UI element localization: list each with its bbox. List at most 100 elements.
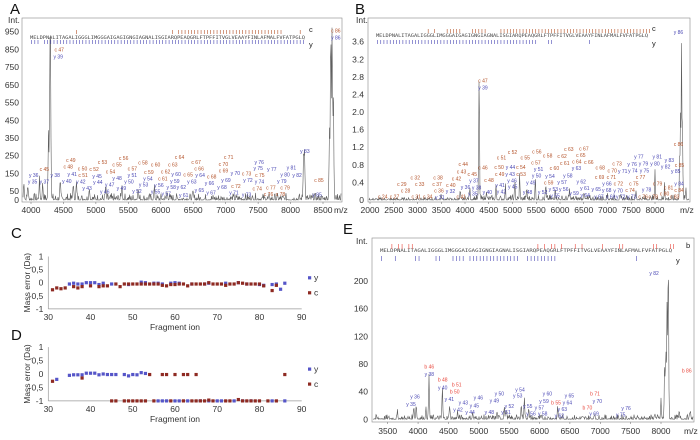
peak-annotation-y: y 39 <box>54 54 64 60</box>
peak-annotation-y: y 72 <box>243 178 253 184</box>
peak-annotation-c: c 64 <box>572 159 582 165</box>
x-tick-label: 90 <box>297 312 307 322</box>
peak-annotation-y: y 55 <box>550 193 560 199</box>
peak-annotation-y: y 61 <box>179 193 189 199</box>
peak-annotation-c: c 57 <box>128 166 138 172</box>
data-point-c <box>198 399 202 403</box>
peak-annotation-y: y 43 <box>459 401 469 407</box>
x-tick-label: 5500 <box>527 205 546 215</box>
peak-annotation-y: y 57 <box>557 180 567 186</box>
data-point-c <box>249 282 253 286</box>
panel-b: B Int. m/z 0 0.4 0.8 1.2 1.6 2.0 2.4 2.8 3.2 3.6 200… <box>352 1 694 215</box>
peak-annotation-c: c 85 <box>314 178 324 184</box>
x-tick-label: 60 <box>170 312 180 322</box>
data-point-y <box>97 282 101 287</box>
data-point-y <box>110 372 114 377</box>
peak-annotation-y: y 37 <box>40 180 50 186</box>
data-point-c <box>190 282 194 286</box>
peak-annotation-y: y 67 <box>206 191 216 197</box>
peak-annotation-c: c 45 <box>40 167 50 173</box>
peak-annotation-c: c 56 <box>532 149 542 155</box>
peak-annotation-c: c 70 <box>219 162 229 168</box>
peak-annotation-c: c 27 <box>390 195 400 201</box>
peak-annotation-c: c 47 <box>55 48 65 54</box>
peak-annotation-c: c 63 <box>564 147 574 153</box>
data-point-y <box>93 281 97 285</box>
data-point-y <box>143 371 148 376</box>
data-point-c <box>169 282 173 287</box>
data-point-c <box>50 288 55 292</box>
peak-annotation-c: c 57 <box>531 160 541 166</box>
data-point-c <box>194 282 198 286</box>
peak-annotation-y: y 76 <box>254 160 264 166</box>
y-tick-label: 0.8 <box>352 160 364 170</box>
peak-annotation-y: y 56 <box>559 187 569 193</box>
data-point-c <box>148 372 152 377</box>
y-tick-label: 0 <box>39 278 44 288</box>
peak-annotation-y: y 71 <box>229 191 239 197</box>
data-point-c <box>198 282 202 286</box>
data-point-y <box>110 282 114 286</box>
peak-annotation-y: y 43 <box>505 172 515 178</box>
peak-annotation-c: c 40 <box>446 183 456 189</box>
peak-annotation-c: c 55 <box>112 163 122 169</box>
x-tick-label: 3500 <box>378 426 397 436</box>
peak-annotation-c: c 67 <box>191 160 201 166</box>
peak-annotation-y: y 85 <box>671 169 681 175</box>
data-point-c <box>270 288 274 293</box>
peak-annotation-y: y 57 <box>535 405 545 411</box>
peak-annotation-c: c 50 <box>78 166 88 172</box>
y-axis-label: Int. <box>356 236 368 246</box>
peak-annotation-c: c 54 <box>516 165 526 171</box>
data-point-c <box>164 284 169 288</box>
data-point-c <box>211 282 215 286</box>
peak-annotation-y: y 63 <box>187 180 197 186</box>
peak-annotation-c: c 46 <box>478 166 488 172</box>
peak-annotation-c: c 37 <box>432 182 442 188</box>
peak-annotation-y: y 85 <box>312 192 322 198</box>
data-point-c <box>253 282 257 286</box>
peak-annotation-c: c 42 <box>452 176 462 182</box>
peak-annotation-y: y 60 <box>543 392 553 398</box>
data-point-c <box>194 399 198 403</box>
y-tick-label: 40 <box>359 387 369 397</box>
peak-annotation-y: y 82 <box>649 271 659 277</box>
panel-d: D 1 0,5 0 -0,5 -130 40 50 60 70 80 90 Fragment ion M… <box>11 327 319 424</box>
data-point-c <box>245 282 249 286</box>
y-axis-label: Int. <box>8 15 20 25</box>
peak-annotation-c: c 29 <box>397 182 407 188</box>
data-point-c <box>114 399 118 403</box>
peak-annotation-y: y 80 <box>650 161 660 167</box>
peak-annotation-y: y 83 <box>300 149 310 155</box>
peak-annotation-y: y 62 <box>555 414 565 420</box>
data-point-y <box>80 373 84 377</box>
peak-annotation-c: c 52 <box>508 150 518 156</box>
peak-annotation-c: c 77 <box>266 185 276 191</box>
peak-annotation-y: y 78 <box>642 188 652 194</box>
peak-annotation-y: y 82 <box>292 173 302 179</box>
data-point-c <box>245 399 249 403</box>
data-point-c <box>240 281 245 285</box>
panel-label-e: E <box>343 221 353 238</box>
data-point-c <box>236 281 240 285</box>
x-tick-label: 7500 <box>622 205 641 215</box>
peak-annotation-y: y 40 <box>438 385 448 391</box>
data-point-c <box>63 286 67 290</box>
peak-annotation-y: y 46 <box>507 178 517 184</box>
data-point-c <box>194 372 198 377</box>
legend-label-y: y <box>314 364 319 374</box>
data-point-y <box>67 282 72 286</box>
data-point-y <box>278 287 283 291</box>
y-tick-label: 120 <box>354 331 368 341</box>
peak-annotation-c: c 75 <box>629 182 639 188</box>
data-point-c <box>224 399 228 403</box>
peak-annotation-y: y 48 <box>112 176 122 182</box>
data-point-c <box>160 283 164 287</box>
peak-annotation-c: c 75 <box>255 173 265 179</box>
peak-annotation-y: y 60 <box>171 172 181 178</box>
data-point-c <box>169 399 173 403</box>
peak-annotation-y: y 53 <box>139 183 149 189</box>
x-tick-label: 70 <box>212 312 222 322</box>
peak-annotation-y: y 65 <box>195 188 205 194</box>
data-point-c <box>80 376 84 380</box>
